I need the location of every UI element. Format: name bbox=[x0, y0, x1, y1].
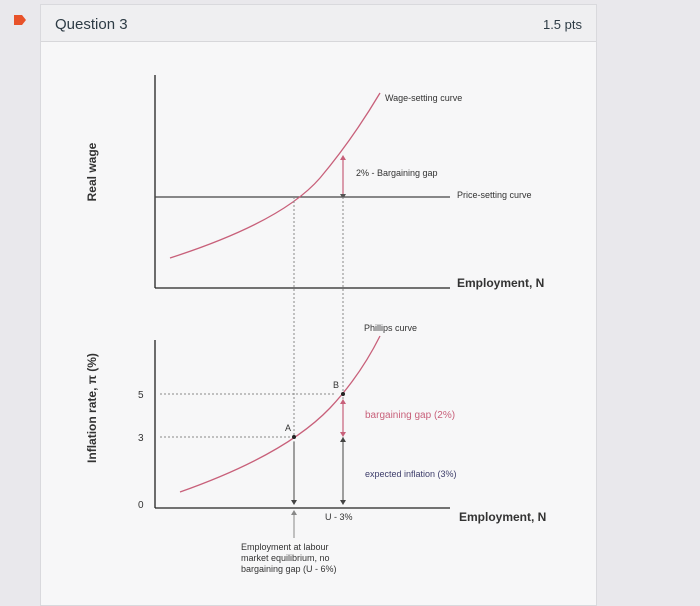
point-a-label: A bbox=[285, 423, 291, 433]
note-line-3: bargaining gap (U - 6%) bbox=[241, 564, 337, 574]
expected-inflation-label: expected inflation (3%) bbox=[365, 469, 457, 479]
top-x-axis-label: Employment, N bbox=[457, 276, 544, 290]
question-title: Question 3 bbox=[55, 16, 128, 33]
point-a-dot bbox=[292, 435, 296, 439]
tick-0: 0 bbox=[138, 500, 144, 511]
phillips-label: Phillips curve bbox=[364, 323, 417, 333]
wage-setting-curve bbox=[169, 92, 381, 259]
expected-arrowhead-down bbox=[340, 500, 346, 505]
bottom-gap-arrowhead-up bbox=[340, 399, 346, 404]
expected-arrowhead-up bbox=[340, 437, 346, 442]
note-line-2: market equilibrium, no bbox=[241, 553, 330, 563]
question-card: Question 3 1.5 pts bbox=[40, 4, 597, 606]
question-flag-icon bbox=[14, 15, 26, 25]
question-header: Question 3 1.5 pts bbox=[41, 5, 596, 42]
u-label: U - 3% bbox=[325, 512, 353, 522]
top-gap-arrowhead-down bbox=[340, 194, 346, 199]
bottom-gap-arrowhead-down bbox=[340, 432, 346, 437]
top-gap-arrowhead bbox=[340, 155, 346, 160]
question-points: 1.5 pts bbox=[542, 17, 582, 32]
phillips-curve bbox=[179, 335, 381, 493]
tick-3: 3 bbox=[138, 433, 144, 444]
bargaining-gap-label: bargaining gap (2%) bbox=[365, 410, 455, 421]
bottom-x-axis-label: Employment, N bbox=[459, 510, 546, 524]
a-arrowhead-down bbox=[291, 500, 297, 505]
point-b-dot bbox=[341, 392, 345, 396]
equilibrium-pointer-head bbox=[291, 510, 297, 515]
tick-5: 5 bbox=[138, 390, 144, 401]
price-setting-label: Price-setting curve bbox=[457, 190, 532, 200]
bottom-y-axis-label: Inflation rate, π (%) bbox=[85, 353, 99, 463]
top-gap-label: 2% - Bargaining gap bbox=[356, 168, 438, 178]
point-b-label: B bbox=[333, 380, 339, 390]
wage-setting-label: Wage-setting curve bbox=[385, 93, 462, 103]
note-line-1: Employment at labour bbox=[241, 542, 329, 552]
top-y-axis-label: Real wage bbox=[85, 142, 99, 201]
